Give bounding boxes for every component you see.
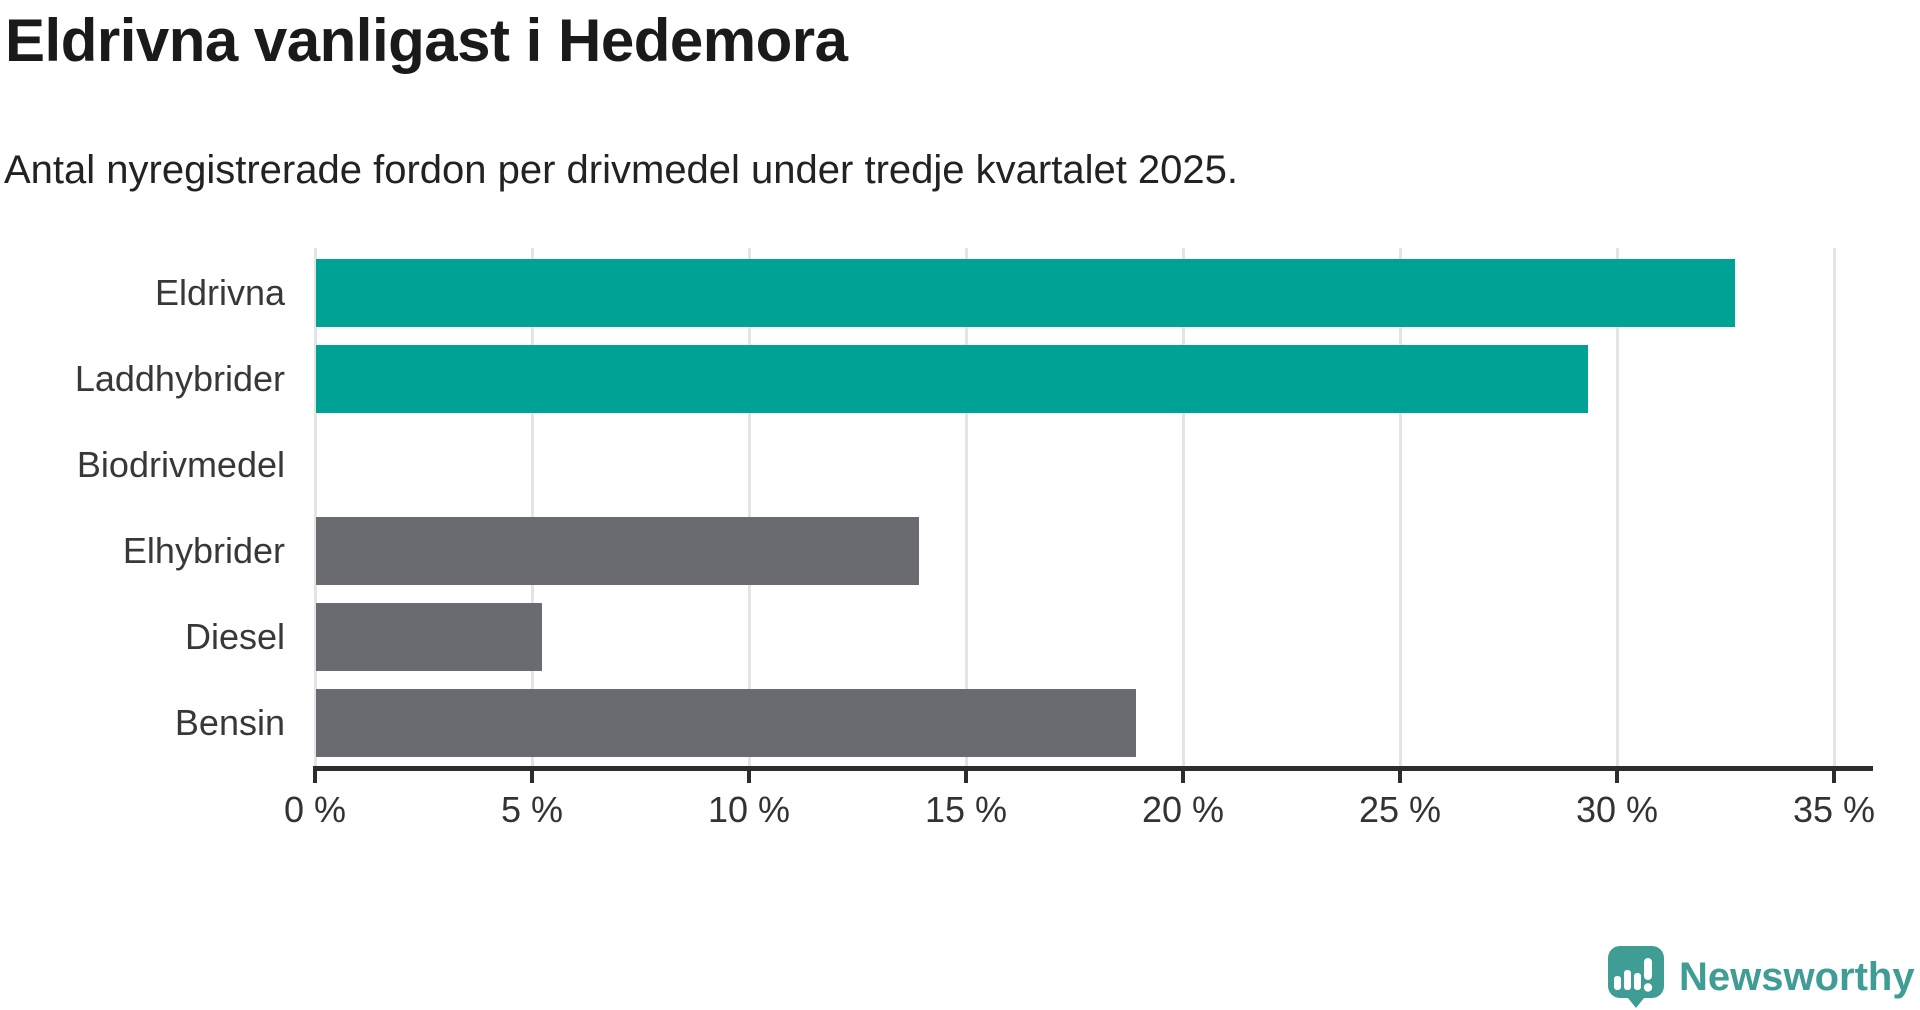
bar-elhybrider bbox=[316, 517, 920, 585]
category-label-bensin: Bensin bbox=[174, 702, 285, 743]
x-axis-tick-label-15: 15 % bbox=[924, 789, 1008, 830]
x-axis-tick-label-0: 0 % bbox=[283, 789, 347, 830]
gridline-25-percent bbox=[1398, 248, 1402, 766]
bar-laddhybrider bbox=[316, 345, 1588, 413]
x-axis-tick-15 bbox=[964, 766, 968, 783]
gridline-5-percent bbox=[530, 248, 534, 766]
brand-footer: Newsworthy bbox=[1607, 946, 1915, 1008]
chart-subtitle: Antal nyregistrerade fordon per drivmede… bbox=[4, 148, 1239, 192]
bar-diesel bbox=[316, 603, 542, 671]
x-axis-tick-label-10: 10 % bbox=[707, 789, 791, 830]
x-axis-tick-5 bbox=[530, 766, 534, 783]
x-axis-tick-20 bbox=[1181, 766, 1185, 783]
gridline-10-percent bbox=[747, 248, 751, 766]
category-label-eldrivna: Eldrivna bbox=[154, 272, 285, 313]
y-axis-line bbox=[313, 248, 317, 766]
x-axis-line bbox=[313, 766, 1873, 771]
x-axis-tick-label-20: 20 % bbox=[1141, 789, 1225, 830]
x-axis-tick-label-35: 35 % bbox=[1792, 789, 1876, 830]
gridline-30-percent bbox=[1615, 248, 1619, 766]
x-axis-tick-10 bbox=[747, 766, 751, 783]
x-axis-tick-0 bbox=[313, 766, 317, 783]
category-label-biodrivmedel: Biodrivmedel bbox=[76, 444, 285, 485]
newsworthy-logo-icon bbox=[1608, 946, 1664, 1008]
chart-title: Eldrivna vanligast i Hedemora bbox=[5, 7, 848, 74]
brand-name: Newsworthy bbox=[1679, 954, 1915, 999]
gridline-20-percent bbox=[1181, 248, 1185, 766]
x-axis-tick-30 bbox=[1615, 766, 1619, 783]
gridline-15-percent bbox=[964, 248, 968, 766]
category-label-elhybrider: Elhybrider bbox=[122, 530, 285, 571]
bar-bensin bbox=[316, 689, 1137, 757]
bar-eldrivna bbox=[316, 259, 1736, 327]
gridline-35-percent bbox=[1832, 248, 1836, 766]
x-axis-tick-label-25: 25 % bbox=[1358, 789, 1442, 830]
category-label-laddhybrider: Laddhybrider bbox=[74, 358, 285, 399]
x-axis-tick-label-30: 30 % bbox=[1575, 789, 1659, 830]
category-label-diesel: Diesel bbox=[184, 616, 285, 657]
x-axis-tick-35 bbox=[1832, 766, 1836, 783]
x-axis-tick-25 bbox=[1398, 766, 1402, 783]
x-axis-tick-label-5: 5 % bbox=[500, 789, 564, 830]
